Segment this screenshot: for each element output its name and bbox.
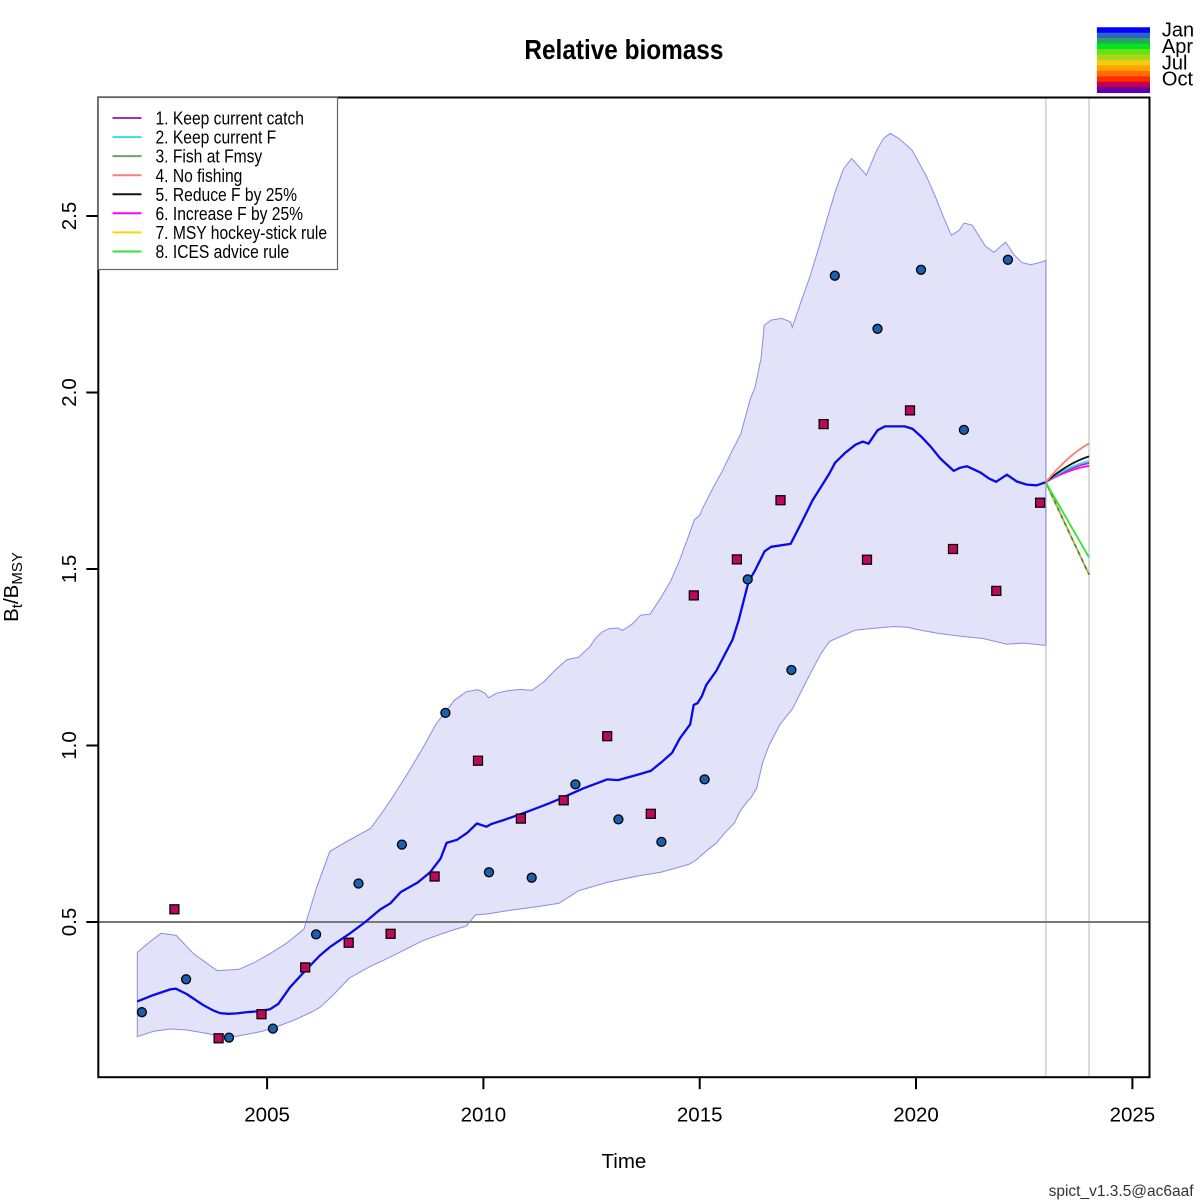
svg-text:2.5: 2.5 [58,202,81,231]
svg-text:2005: 2005 [244,1104,290,1127]
svg-text:3. Fish at Fmsy: 3. Fish at Fmsy [156,146,263,167]
svg-text:Oct: Oct [1162,69,1194,91]
svg-text:2. Keep current F: 2. Keep current F [156,127,277,148]
svg-text:Jul: Jul [1162,52,1188,74]
svg-text:spict_v1.3.5@ac6aaf: spict_v1.3.5@ac6aaf [1049,1183,1195,1200]
svg-text:2010: 2010 [461,1104,507,1127]
svg-text:1.0: 1.0 [58,731,81,760]
svg-text:2025: 2025 [1110,1104,1156,1127]
svg-text:0.5: 0.5 [58,908,81,937]
svg-text:6. Increase F by 25%: 6. Increase F by 25% [156,204,304,225]
svg-text:Bt/BMSY: Bt/BMSY [0,552,26,622]
svg-text:2.0: 2.0 [58,378,81,407]
svg-text:5. Reduce F by 25%: 5. Reduce F by 25% [156,185,298,206]
svg-text:1.5: 1.5 [58,555,81,584]
svg-text:8. ICES advice rule: 8. ICES advice rule [156,242,290,263]
svg-text:Time: Time [602,1150,647,1173]
svg-text:7. MSY hockey-stick rule: 7. MSY hockey-stick rule [156,223,328,244]
svg-text:Apr: Apr [1162,36,1193,58]
svg-text:2015: 2015 [677,1104,723,1127]
svg-text:4. No fishing: 4. No fishing [156,166,243,187]
svg-text:2020: 2020 [893,1104,939,1127]
svg-text:Jan: Jan [1162,20,1194,42]
svg-text:1. Keep current catch: 1. Keep current catch [156,108,304,129]
svg-text:Relative biomass: Relative biomass [524,33,723,65]
